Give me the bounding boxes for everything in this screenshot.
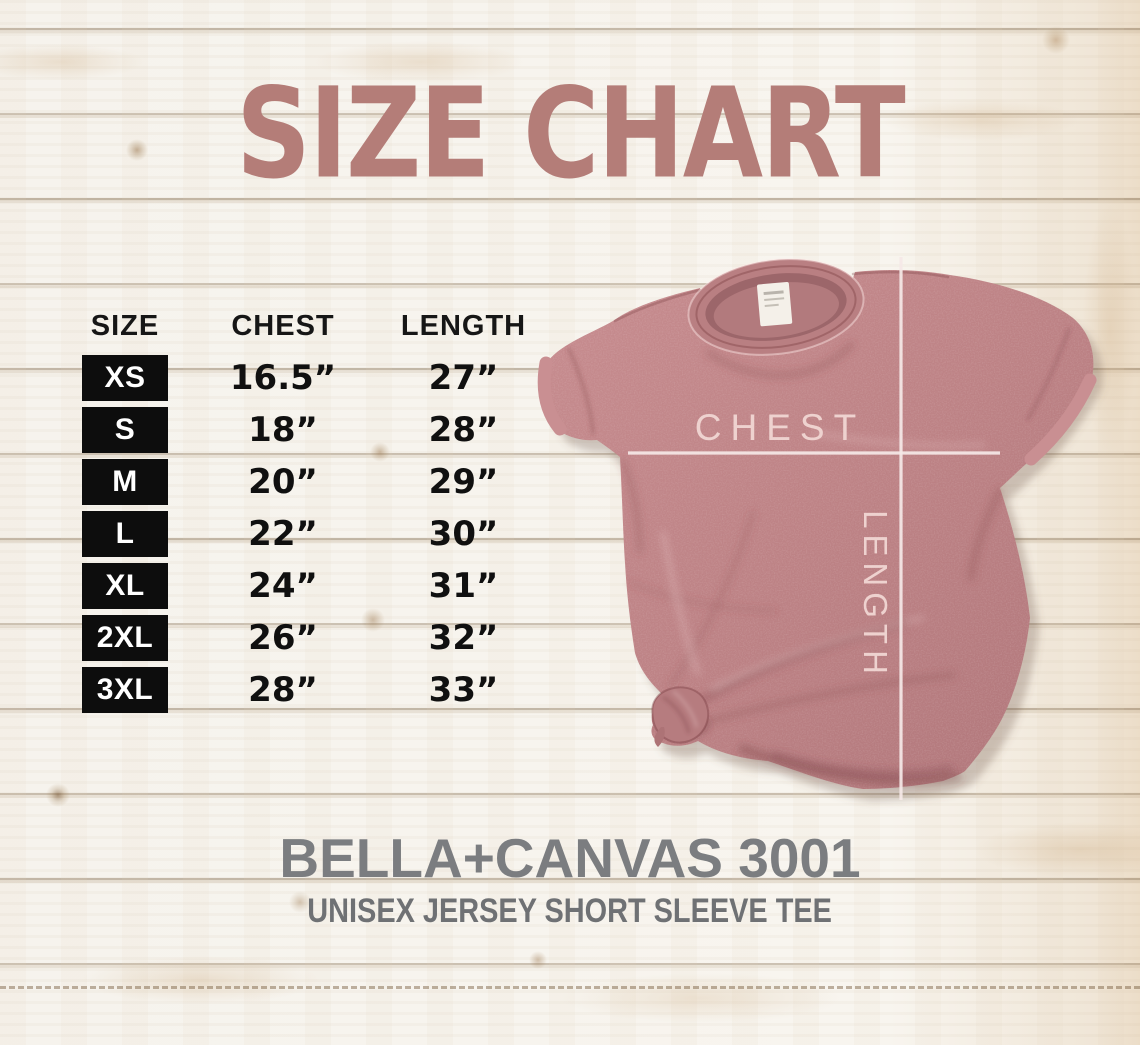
length-value: 32” bbox=[428, 618, 499, 658]
chest-value: 28” bbox=[248, 670, 318, 710]
table-row: 3XL bbox=[60, 664, 190, 716]
table-row: M bbox=[60, 456, 190, 508]
brand-name: BELLA+CANVAS 3001 bbox=[279, 827, 861, 889]
chest-value: 16.5” bbox=[229, 358, 337, 398]
column-header-chest: CHEST bbox=[231, 310, 335, 342]
size-badge: XS bbox=[82, 355, 168, 401]
column-header-size: SIZE bbox=[90, 310, 160, 342]
length-value: 30” bbox=[428, 514, 499, 554]
tshirt-photo: CHEST LENGTH bbox=[537, 257, 1103, 802]
column-header-length: LENGTH bbox=[400, 310, 527, 342]
chest-value: 20” bbox=[248, 462, 318, 502]
table-row: XL bbox=[60, 560, 190, 612]
neck-tag bbox=[757, 281, 793, 327]
chest-value: 24” bbox=[248, 566, 318, 606]
collar bbox=[687, 258, 865, 356]
table-row: S bbox=[60, 404, 190, 456]
length-value: 33” bbox=[428, 670, 499, 710]
table-row: L bbox=[60, 508, 190, 560]
length-value: 31” bbox=[428, 566, 499, 606]
page-title: SIZE CHART bbox=[236, 59, 906, 207]
table-row: 2XL bbox=[60, 612, 190, 664]
chest-value: 22” bbox=[248, 514, 318, 554]
length-value: 28” bbox=[428, 410, 499, 450]
chest-value: 18” bbox=[248, 410, 318, 450]
size-badge: L bbox=[82, 511, 168, 557]
hem-knot bbox=[651, 686, 710, 747]
length-value: 29” bbox=[428, 462, 499, 502]
product-subtitle-wrap: UNISEX JERSEY SHORT SLEEVE TEE bbox=[0, 892, 1140, 931]
size-badge: M bbox=[82, 459, 168, 505]
chest-label: CHEST bbox=[695, 407, 865, 448]
wood-plank-seam bbox=[0, 986, 1140, 989]
fabric-texture bbox=[542, 270, 1094, 790]
table-row: XS bbox=[60, 352, 190, 404]
rolled-cuffs bbox=[537, 270, 1097, 466]
size-badge: S bbox=[82, 407, 168, 453]
length-label: LENGTH bbox=[857, 510, 894, 680]
size-badge: 2XL bbox=[82, 615, 168, 661]
size-badge: XL bbox=[82, 563, 168, 609]
chest-value: 26” bbox=[248, 618, 318, 658]
product-subtitle: UNISEX JERSEY SHORT SLEEVE TEE bbox=[307, 892, 833, 930]
length-value: 27” bbox=[428, 358, 499, 398]
size-table: SIZE CHEST LENGTH XS 16.5” 27” S 18” 28”… bbox=[60, 300, 551, 716]
size-badge: 3XL bbox=[82, 667, 168, 713]
